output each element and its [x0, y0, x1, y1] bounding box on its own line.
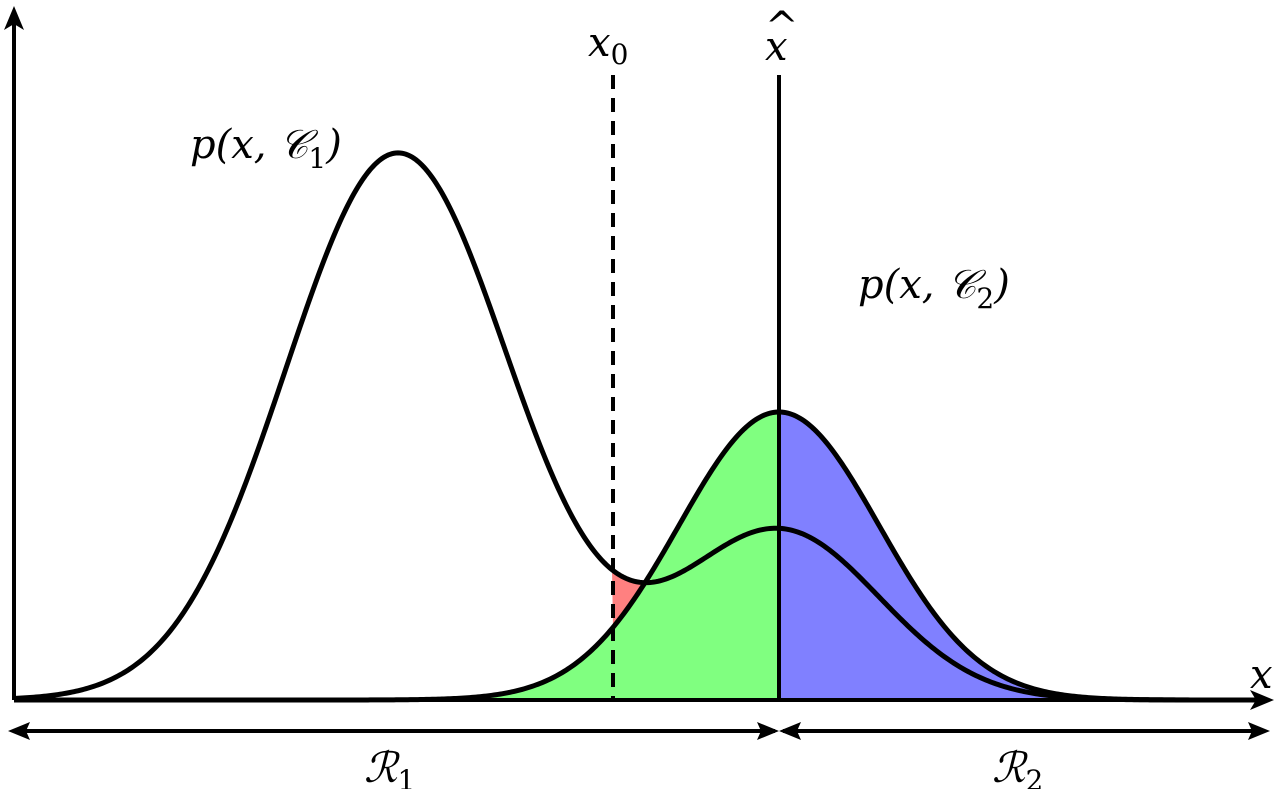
label-p-x-c1: p(x, 𝒞1) — [190, 122, 342, 175]
x-axis-label: x — [1250, 652, 1273, 698]
svg-text:x: x — [765, 24, 788, 70]
x-axis — [14, 690, 1274, 710]
label-p-x-c2: p(x, 𝒞2) — [858, 262, 1010, 315]
label-x-hat: x ^ — [765, 4, 799, 70]
label-region-r1: ℛ1 — [364, 743, 415, 789]
blue-region — [779, 412, 1120, 700]
label-region-r2: ℛ2 — [992, 743, 1043, 789]
region-r2-arrow — [779, 722, 1270, 740]
y-axis — [4, 6, 24, 700]
curve-p-x-c1 — [13, 150, 1262, 703]
svg-text:^: ^ — [765, 4, 799, 50]
region-r1-arrow — [8, 722, 779, 740]
green-region — [400, 412, 779, 700]
label-x0: x0 — [588, 20, 628, 71]
